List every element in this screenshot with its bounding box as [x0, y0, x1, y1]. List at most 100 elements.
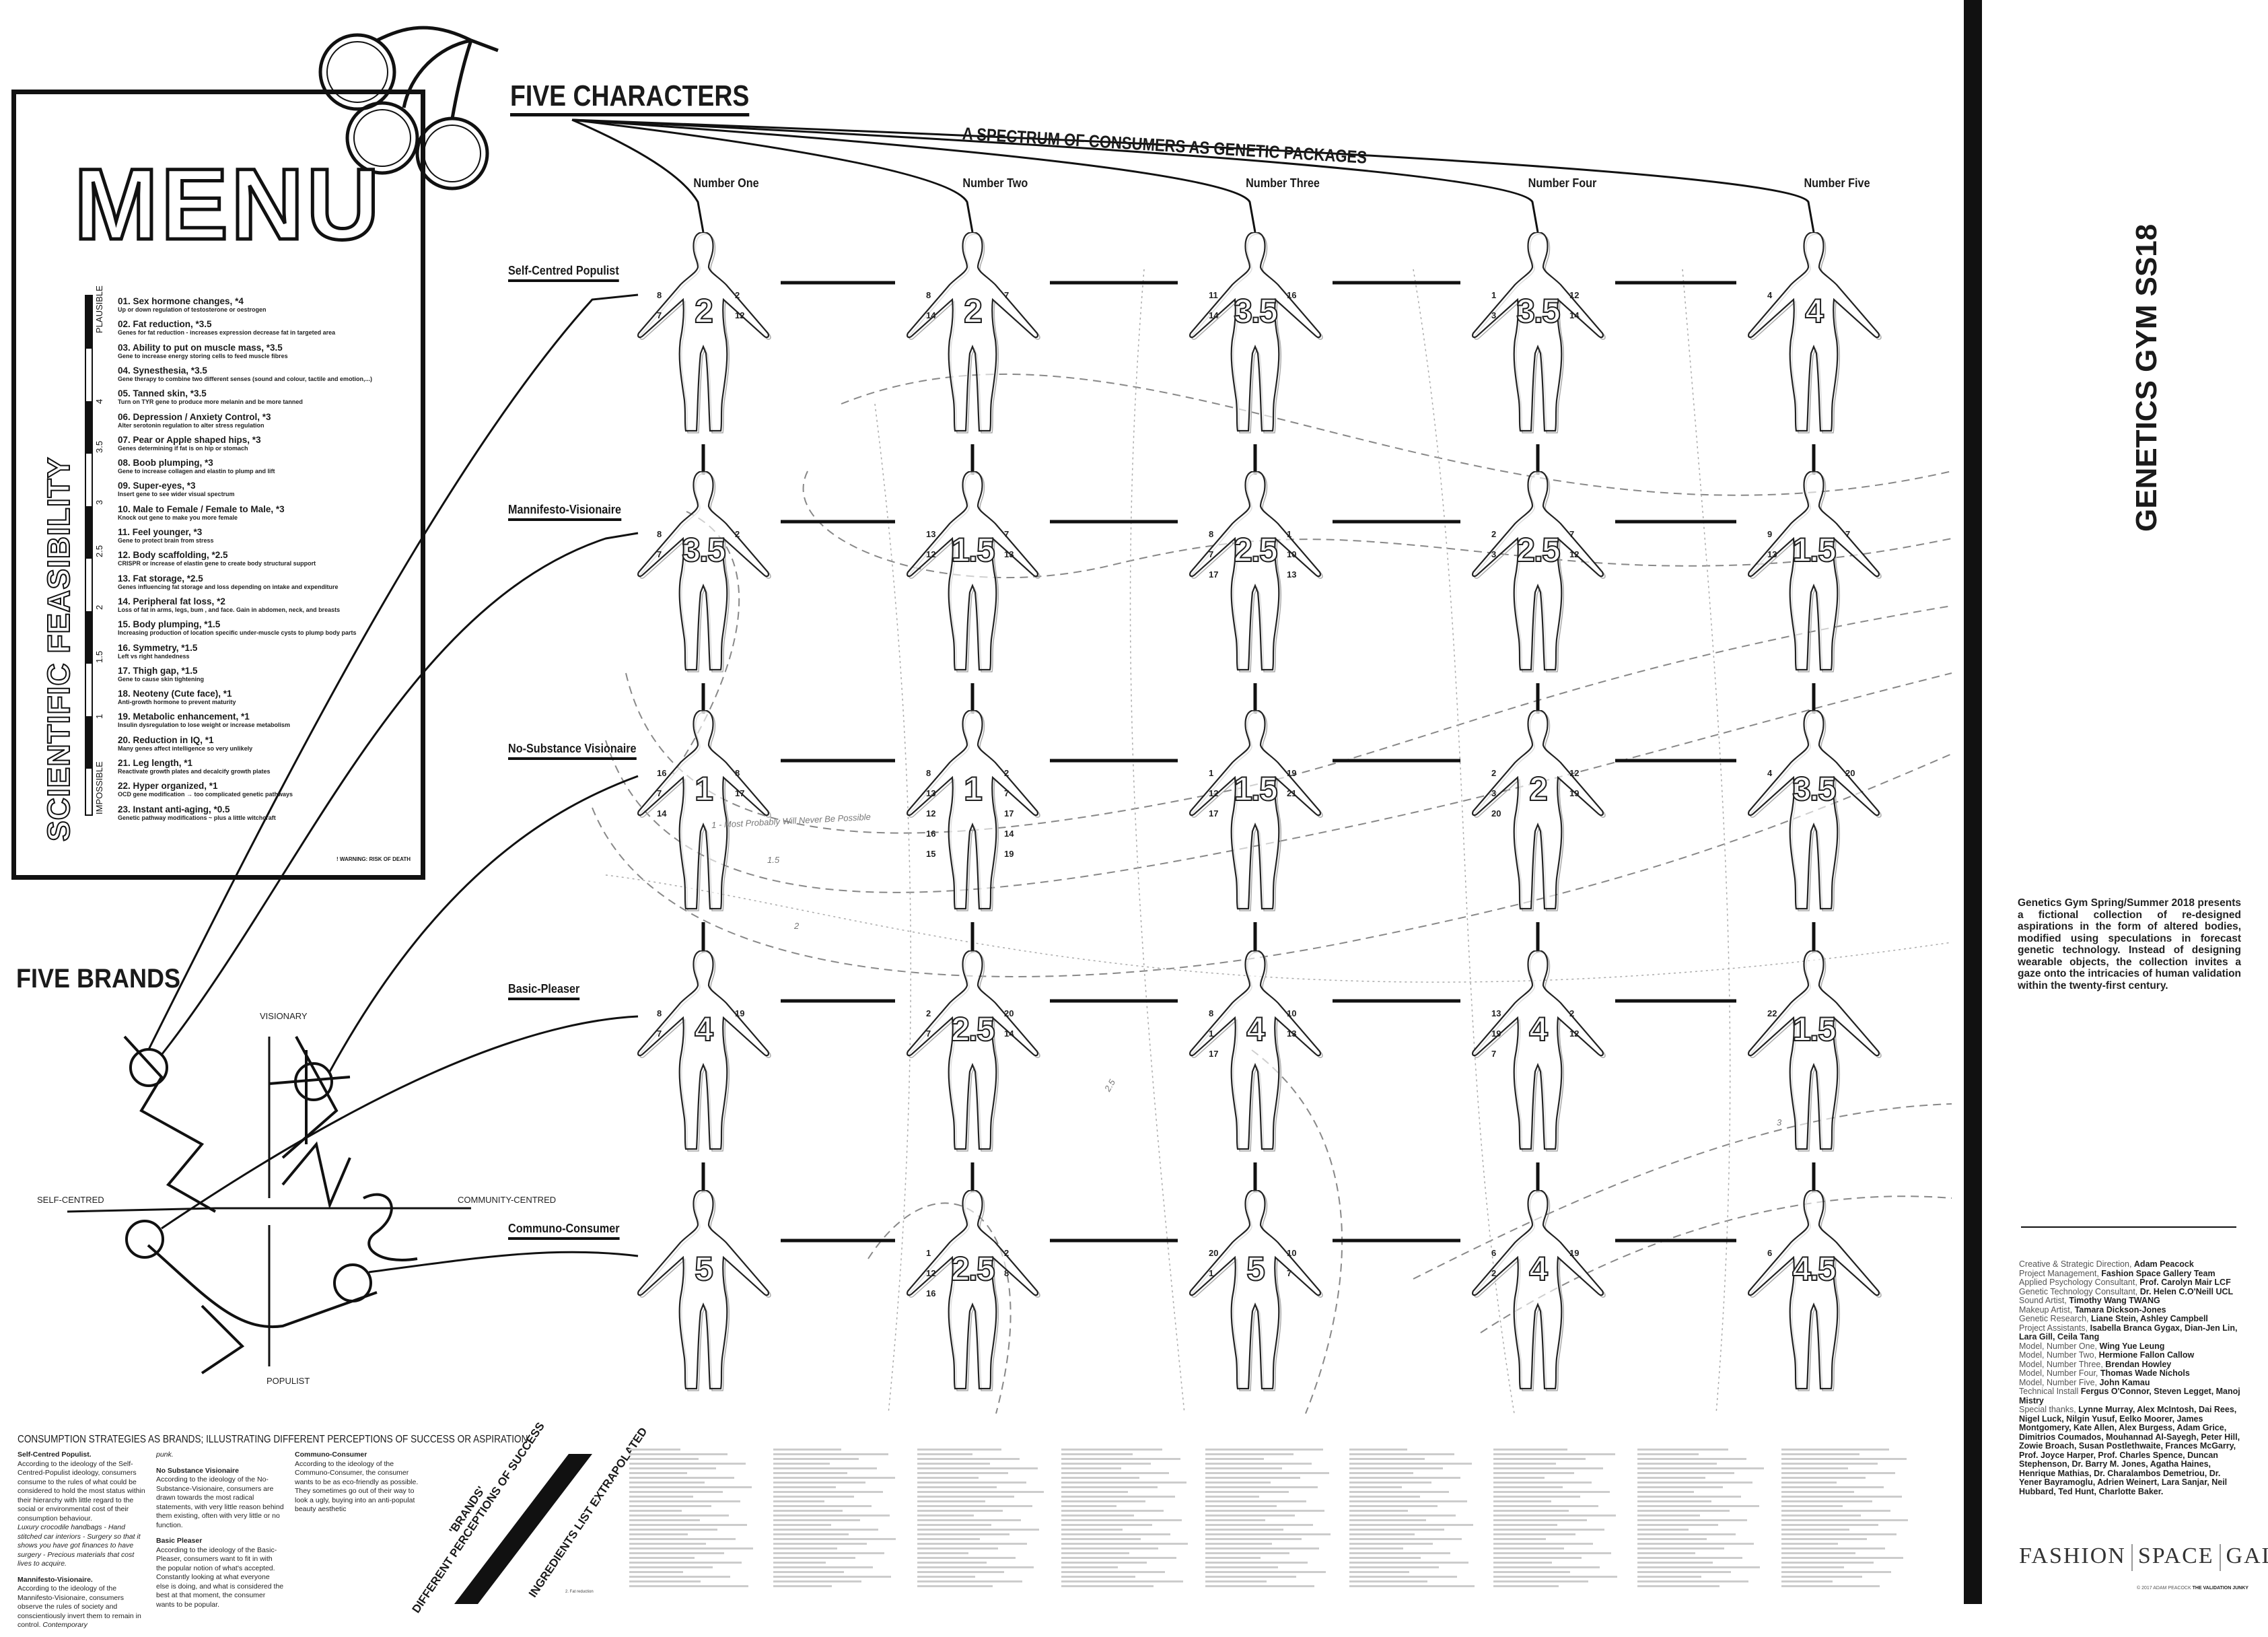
- body-silhouette-icon: [1189, 1190, 1323, 1391]
- menu-item: 04. Synesthesia, *3.5 Gene therapy to com…: [118, 365, 414, 383]
- modification-annotation: 2: [926, 1008, 931, 1018]
- menu-item-title: 09. Super-eyes, *3: [118, 481, 196, 491]
- menu-item: 02. Fat reduction, *3.5 Genes for fat red…: [118, 319, 414, 337]
- menu-item-title: 07. Pear or Apple shaped hips, *3: [118, 434, 261, 445]
- credit-line: Applied Psychology Consultant, Prof. Car…: [2019, 1278, 2245, 1288]
- character-figure: 1.5 9 7 13: [1743, 471, 1884, 673]
- feasibility-score: 4: [1804, 291, 1824, 330]
- body-silhouette-icon: [1472, 710, 1606, 911]
- menu-item: 05. Tanned skin, *3.5 Turn on TYR gene to…: [118, 388, 414, 406]
- strategy-column-3: Communo-Consumer According to the ideolog…: [295, 1451, 423, 1521]
- modification-annotation: 2: [1004, 1248, 1009, 1258]
- contour-label: 1.5: [767, 855, 780, 865]
- credit-names: Tamara Dickson-Jones: [2074, 1304, 2166, 1315]
- axis-label-community-centred: COMMUNITY-CENTRED: [458, 1195, 557, 1205]
- credit-line: Project Assistants, Isabella Branca Gyga…: [2019, 1323, 2245, 1342]
- modification-annotation: 12: [926, 808, 936, 818]
- character-figure: 2.5 8 1 7 10 17 13: [1184, 471, 1326, 673]
- feasibility-score: 5: [1246, 1249, 1266, 1288]
- menu-item: 10. Male to Female / Female to Male, *3 K…: [118, 504, 414, 522]
- modification-annotation: 2: [1491, 1268, 1497, 1278]
- menu-title: MENU: [73, 147, 382, 260]
- credit-role: Makeup Artist,: [2019, 1304, 2075, 1315]
- credit-role: Model, Number One,: [2019, 1341, 2100, 1351]
- modification-annotation: 12: [1569, 1029, 1580, 1039]
- menu-item-title: 21. Leg length, *1: [118, 758, 193, 768]
- modification-annotation: 2: [735, 290, 740, 300]
- menu-item: 22. Hyper organized, *1 OCD gene modifica…: [118, 781, 414, 798]
- credit-role: Project Management,: [2019, 1268, 2102, 1278]
- credit-line: Special thanks, Lynne Murray, Alex McInt…: [2019, 1405, 2245, 1496]
- credit-line: Model, Number Five, John Kamau: [2019, 1377, 2245, 1388]
- feasibility-score: 2: [1528, 769, 1549, 808]
- modification-annotation: 4: [1767, 290, 1773, 300]
- modification-annotation: 13: [1004, 549, 1014, 559]
- modification-annotation: 12: [1569, 768, 1580, 778]
- modification-annotation: 13: [926, 529, 936, 539]
- credit-role: Applied Psychology Consultant,: [2019, 1278, 2140, 1287]
- credit-line: Genetic Research, Liane Stein, Ashley Ca…: [2019, 1314, 2245, 1324]
- modification-annotation: 19: [1569, 788, 1580, 798]
- modification-annotation: 14: [657, 808, 667, 818]
- feasibility-score: 3.5: [1792, 769, 1837, 808]
- scale-label: IMPOSSIBLE: [94, 761, 104, 814]
- menu-item-title: 23. Instant anti-aging, *0.5: [118, 804, 230, 814]
- modification-annotation: 7: [1004, 529, 1009, 539]
- modification-annotation: 3: [1491, 788, 1497, 798]
- body-silhouette-icon: [1472, 950, 1606, 1152]
- modification-annotation: 2: [1491, 529, 1497, 539]
- row-label: No-Substance Visionaire: [508, 742, 637, 760]
- feasibility-score: 1.5: [1792, 530, 1837, 569]
- menu-item: 13. Fat storage, *2.5 Genes influencing f…: [118, 573, 414, 591]
- reference-column: [917, 1449, 1045, 1590]
- menu-item-desc: Gene to protect brain from stress: [118, 537, 214, 544]
- scale-label: 2: [94, 604, 104, 610]
- menu-item: 19. Metabolic enhancement, *1 Insulin dys…: [118, 711, 414, 729]
- menu-panel: [11, 90, 425, 880]
- credit-names: Isabella Branca Gygax, Dian-Jen Lin, Lar…: [2019, 1323, 2238, 1342]
- credit-names: Timothy Wang TWANG: [2069, 1296, 2160, 1305]
- feasibility-score: 2.5: [1516, 530, 1561, 569]
- reference-column: [1493, 1449, 1621, 1590]
- modification-annotation: 2: [1569, 1008, 1575, 1018]
- feasibility-score: 2.5: [950, 1010, 996, 1049]
- modification-annotation: 12: [1569, 549, 1580, 559]
- menu-item-desc: Reactivate growth plates and decalcify g…: [118, 768, 271, 775]
- body-silhouette-icon: [1189, 710, 1323, 911]
- menu-item-title: 22. Hyper organized, *1: [118, 781, 218, 792]
- feasibility-score: 4: [1528, 1249, 1549, 1288]
- modification-annotation: 13: [1767, 549, 1777, 559]
- character-figure: 4 8 19 7: [633, 950, 774, 1152]
- strategy-column-2: punk. No Substance Visionaire According t…: [156, 1451, 284, 1616]
- menu-item-title: 11. Feel younger, *3: [118, 527, 203, 537]
- menu-item: 03. Ability to put on muscle mass, *3.5 G…: [118, 343, 414, 360]
- character-figure: 2.5 1 2 12 8 16: [902, 1190, 1043, 1392]
- modification-annotation: 12: [926, 549, 936, 559]
- modification-annotation: 16: [926, 1288, 936, 1298]
- menu-item-desc: OCD gene modification → too complicated …: [118, 791, 293, 798]
- credit-names: Lynne Murray, Alex McIntosh, Dai Rees, N…: [2019, 1405, 2240, 1496]
- menu-item-title: 15. Body plumping, *1.5: [118, 619, 221, 630]
- credit-role: Model, Number Five,: [2019, 1377, 2100, 1387]
- credit-line: Project Management, Fashion Space Galler…: [2019, 1269, 2245, 1279]
- body-silhouette-icon: [907, 950, 1040, 1152]
- credit-role: Sound Artist,: [2019, 1296, 2069, 1305]
- strategy-title: Mannifesto-Visionaire.: [17, 1575, 93, 1584]
- strategy-text: According to the ideology of the Basic-P…: [156, 1545, 284, 1609]
- five-characters-title: FIVE CHARACTERS: [510, 79, 750, 116]
- feasibility-score: 2.5: [1233, 530, 1279, 569]
- body-silhouette-icon: [907, 232, 1040, 433]
- menu-item: 08. Boob plumping, *3 Gene to increase co…: [118, 458, 414, 475]
- reference-column: [773, 1449, 901, 1590]
- menu-item-title: 05. Tanned skin, *3.5: [118, 388, 207, 399]
- character-figure: 1 16 8 7 17 14: [633, 710, 774, 912]
- scientific-feasibility-label: SCIENTIFIC FEASIBILITY: [40, 456, 77, 842]
- menu-item-desc: Genes for fat reduction - increases expr…: [118, 329, 336, 337]
- row-label: Basic-Pleaser: [508, 982, 580, 1000]
- credit-names: Thomas Wade Nichols: [2100, 1368, 2190, 1378]
- modification-annotation: 16: [926, 829, 936, 839]
- character-figure: 3.5 4 20: [1743, 710, 1884, 912]
- modification-annotation: 2: [1491, 768, 1497, 778]
- scale-label: 1.5: [94, 650, 104, 663]
